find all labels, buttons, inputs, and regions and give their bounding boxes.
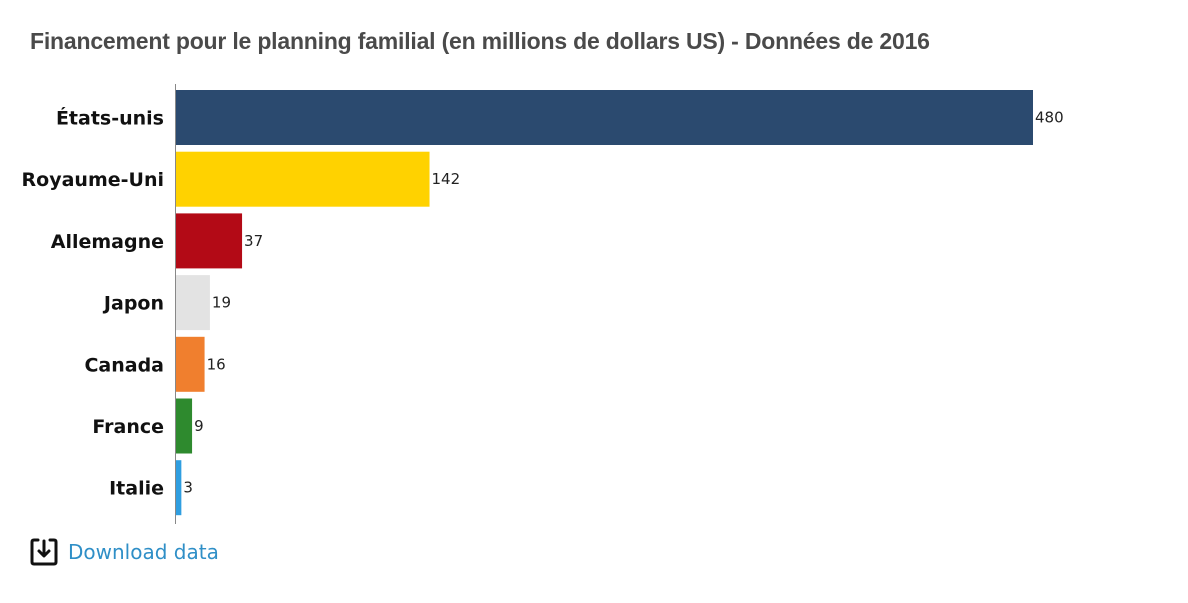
bars-group: États-unis 480 Royaume-Uni 142 Allemagne 37 Ja… <box>22 90 1064 516</box>
bar-2 <box>176 213 243 269</box>
chart-title: Financement pour le planning familial (e… <box>30 28 930 54</box>
value-label-5: 9 <box>194 417 204 435</box>
category-label-4: Canada <box>84 354 164 376</box>
bar-4 <box>176 336 205 392</box>
bar-1 <box>176 151 430 207</box>
category-label-0: États-unis <box>56 107 164 130</box>
category-label-6: Italie <box>109 478 164 500</box>
value-label-1: 142 <box>432 170 461 188</box>
category-label-5: France <box>92 416 164 438</box>
bar-3 <box>176 275 210 331</box>
value-label-2: 37 <box>244 232 263 250</box>
value-label-4: 16 <box>207 355 226 373</box>
value-label-3: 19 <box>212 294 231 312</box>
download-label: Download data <box>68 540 219 564</box>
category-label-3: Japon <box>102 293 164 315</box>
value-label-6: 3 <box>183 479 193 497</box>
bar-0 <box>176 90 1033 145</box>
category-label-1: Royaume-Uni <box>22 169 164 191</box>
value-label-0: 480 <box>1035 109 1064 127</box>
category-label-2: Allemagne <box>51 231 164 253</box>
bar-6 <box>176 460 182 516</box>
bar-5 <box>176 398 193 454</box>
download-data-link[interactable]: Download data <box>30 537 219 567</box>
download-icon <box>30 538 58 566</box>
